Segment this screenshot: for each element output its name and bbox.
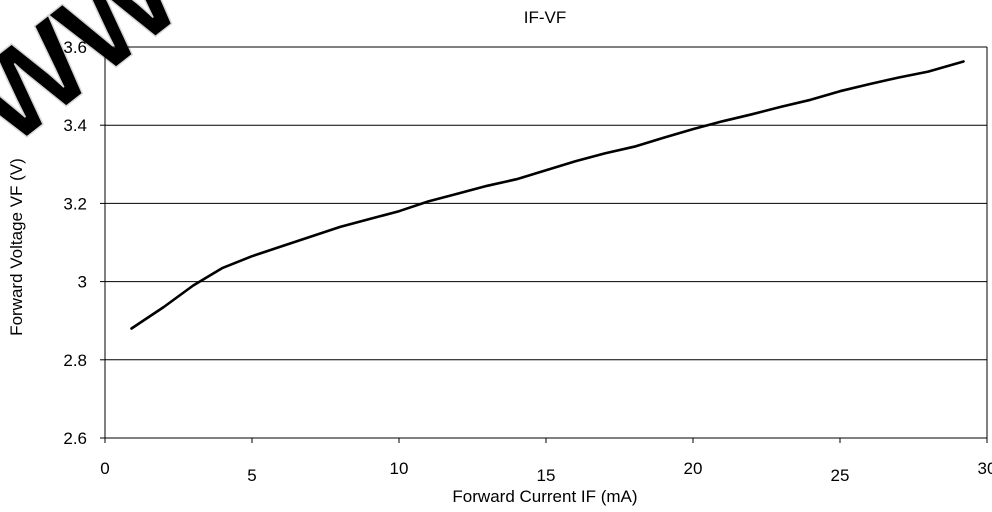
- x-tick-label: 10: [390, 459, 409, 478]
- x-tick-label: 5: [247, 466, 256, 485]
- x-axis-title: Forward Current IF (mA): [452, 487, 637, 506]
- series-line: [130, 60, 965, 330]
- watermark: WW: [0, 0, 206, 171]
- x-tick-label: 25: [831, 466, 850, 485]
- y-tick-label: 2.8: [63, 351, 87, 370]
- axes: [104, 47, 988, 439]
- ticks: 0 5 10 15 20 25 30 2.6 2.8 3 3.2 3.4 3.6: [63, 38, 992, 485]
- x-tick-label: 30: [978, 459, 992, 478]
- grid: [105, 46, 987, 361]
- watermark-text: WW: [0, 0, 205, 170]
- y-tick-label: 3.6: [63, 38, 87, 57]
- y-axis-title: Forward Voltage VF (V): [7, 158, 26, 336]
- chart-title: IF-VF: [524, 8, 567, 27]
- x-tick-label: 20: [684, 459, 703, 478]
- y-tick-label: 3.2: [63, 194, 87, 213]
- y-tick-label: 3: [78, 273, 87, 292]
- series: [130, 60, 965, 330]
- y-tick-label: 2.6: [63, 429, 87, 448]
- x-tick-label: 0: [100, 459, 109, 478]
- x-tick-label: 15: [537, 466, 556, 485]
- y-tick-label: 3.4: [63, 116, 87, 135]
